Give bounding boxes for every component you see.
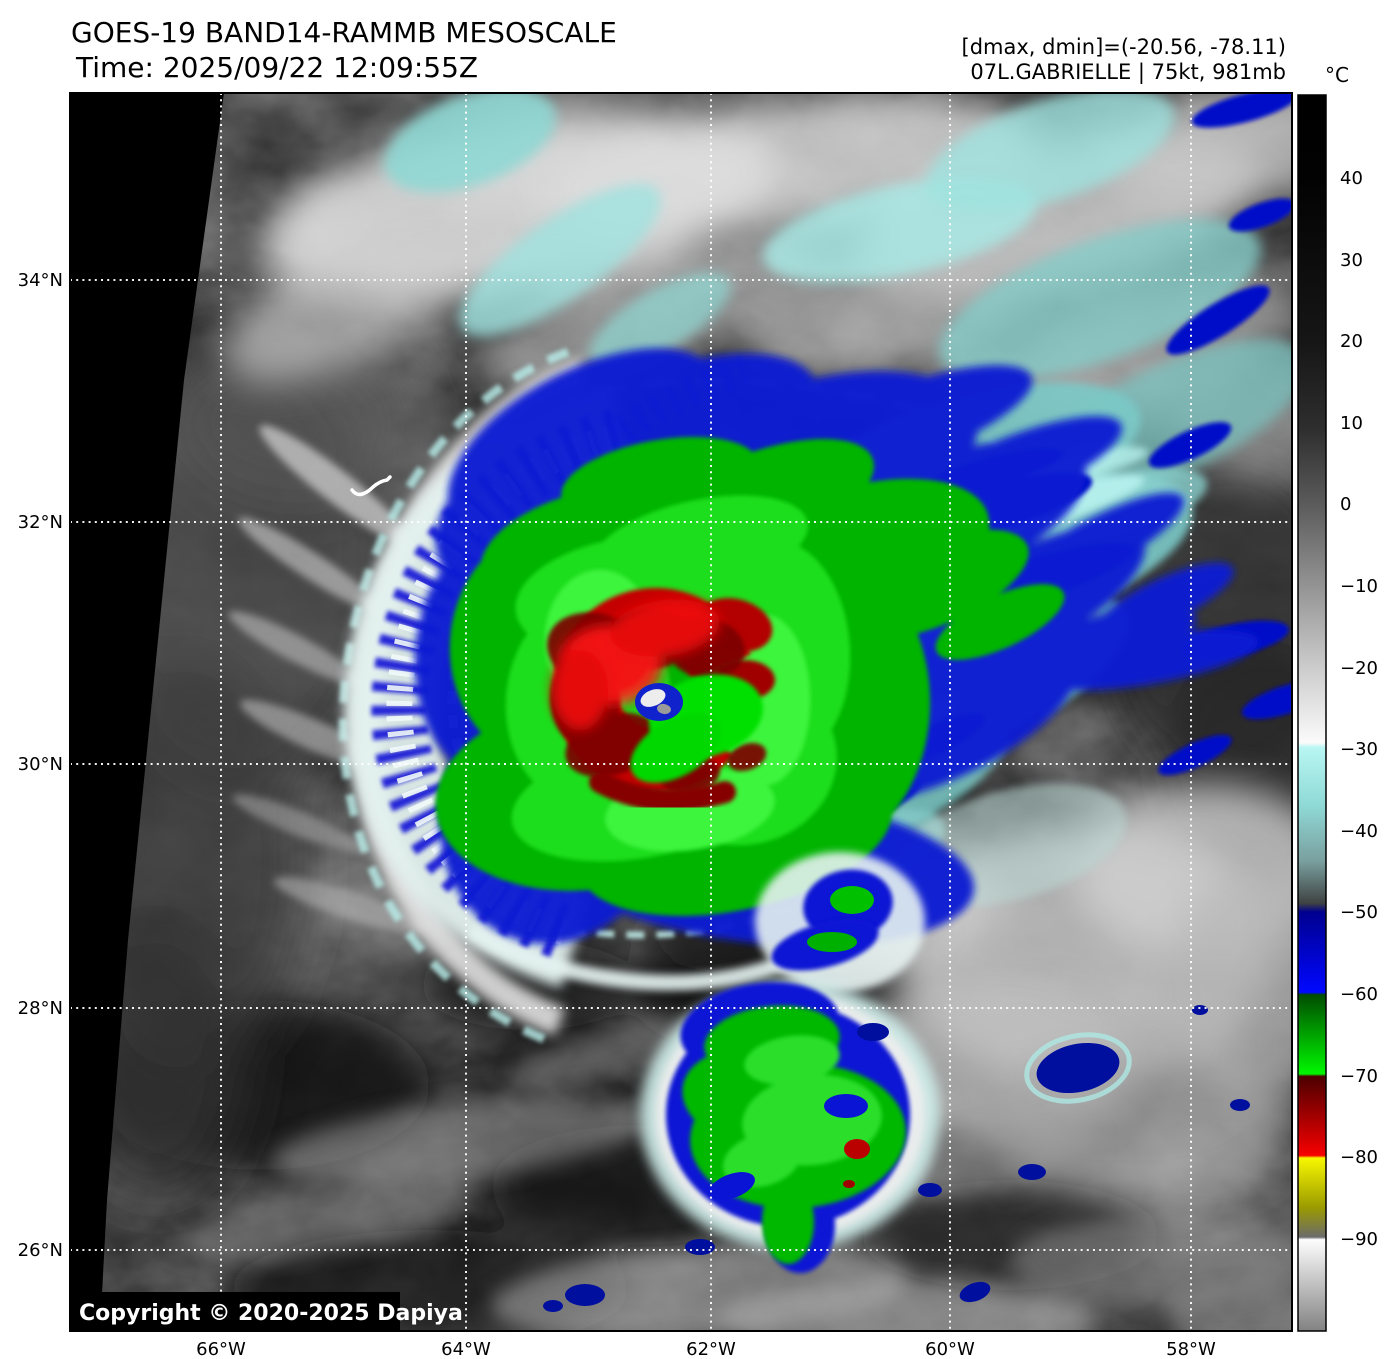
swath-edge-wedge (70, 93, 224, 1331)
temperature-colorbar: 40 30 20 10 0 −10 −20 −30 −40 −50 −60 −7… (1297, 94, 1378, 1332)
page-title: GOES-19 BAND14-RAMMB MESOSCALE (71, 16, 617, 49)
copyright-box: Copyright © 2020-2025 Dapiya (70, 1292, 463, 1331)
south-convective-system (640, 980, 940, 1273)
colorbar-tick-label: 20 (1340, 331, 1363, 352)
lat-label: 26°N (18, 1240, 63, 1261)
storm-red-eyewall (547, 588, 775, 811)
colorbar-tick-label: 10 (1340, 413, 1363, 434)
south-red-spot (844, 1139, 870, 1159)
colorbar-tick-label: −70 (1340, 1066, 1378, 1087)
colorbar-tick-label: 30 (1340, 250, 1363, 271)
satellite-image: Copyright © 2020-2025 Dapiya (70, 93, 1292, 1331)
colorbar-tick-label: 40 (1340, 168, 1363, 189)
storm-eye (635, 683, 683, 721)
colorbar-tick-label: −40 (1340, 821, 1378, 842)
colorbar-tick-label: −50 (1340, 902, 1378, 923)
navy-speck-field (543, 1005, 1250, 1312)
lon-label: 62°W (686, 1339, 736, 1359)
lon-label: 64°W (441, 1339, 491, 1359)
longitude-axis: 66°W 64°W 62°W 60°W 58°W (196, 1339, 1216, 1359)
lon-label: 66°W (196, 1339, 246, 1359)
small-convective-cluster (755, 852, 925, 992)
colorbar-tick-label: −10 (1340, 576, 1378, 597)
colorbar-tick-label: −20 (1340, 658, 1378, 679)
colorbar-tick-label: −90 (1340, 1229, 1378, 1250)
lon-label: 60°W (925, 1339, 975, 1359)
storm-info-label: 07L.GABRIELLE | 75kt, 981mb (970, 60, 1286, 85)
graticule (70, 93, 1292, 1331)
lat-label: 32°N (18, 512, 63, 533)
colorbar-tick-label: −30 (1340, 739, 1378, 760)
colorbar-unit-label: °C (1325, 63, 1349, 87)
time-label: Time: 2025/09/22 12:09:55Z (75, 51, 478, 84)
speck-cyan-rim (1024, 1032, 1132, 1104)
latitude-axis: 34°N 32°N 30°N 28°N 26°N (18, 270, 63, 1261)
colorbar-tick-label: −60 (1340, 984, 1378, 1005)
copyright-label: Copyright © 2020-2025 Dapiya (79, 1301, 463, 1326)
lon-label: 58°W (1166, 1339, 1216, 1359)
map-frame (69, 92, 1293, 1332)
bermuda-coastline (350, 475, 392, 497)
lat-label: 28°N (18, 998, 63, 1019)
lat-label: 30°N (18, 754, 63, 775)
colorbar-tick-label: 0 (1340, 494, 1351, 515)
lat-label: 34°N (18, 270, 63, 291)
dmax-dmin-label: [dmax, dmin]=(-20.56, -78.11) (962, 35, 1286, 59)
colorbar-tick-label: −80 (1340, 1147, 1378, 1168)
